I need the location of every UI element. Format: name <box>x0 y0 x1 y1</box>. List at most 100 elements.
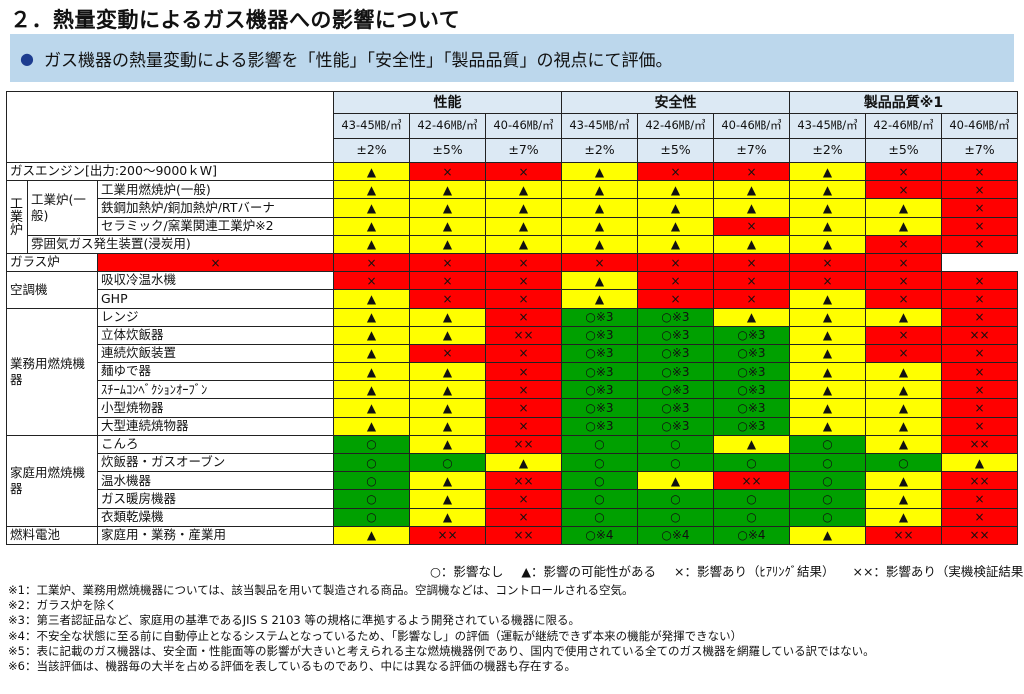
rating-cell: ○ <box>865 452 942 473</box>
rating-cell: × <box>97 252 334 273</box>
rating-cell: ○※3 <box>561 343 638 364</box>
rating-cell: × <box>941 216 1018 236</box>
rating-cell: × <box>637 252 714 273</box>
rating-cell: × <box>941 343 1018 364</box>
table-row: 温水機器 ○ ▲ ×× ○ ▲ ×× ○ ▲ ×× <box>7 471 1018 491</box>
rating-cell: × <box>485 507 562 527</box>
row-label: 工業用燃焼炉(一般) <box>97 180 334 200</box>
rating-cell: ○ <box>561 471 638 491</box>
rating-cell: × <box>941 307 1018 327</box>
rating-cell: × <box>409 252 486 273</box>
rating-cell: ▲ <box>865 471 942 491</box>
rating-cell: × <box>941 416 1018 436</box>
table-row: 鉄鋼加熱炉/銅加熱炉/RTバーナ ▲ ▲ ▲ ▲ ▲ ▲ ▲ ▲ × <box>7 198 1018 218</box>
rating-cell: × <box>865 325 942 345</box>
rating-cell: ×× <box>485 434 562 455</box>
rating-cell: ▲ <box>789 161 866 182</box>
rating-cell: ▲ <box>789 307 866 327</box>
bullet-icon: ● <box>20 48 34 68</box>
range-header: 40-46㎆/㎥ <box>713 113 790 139</box>
range-header: 43-45㎆/㎥ <box>789 113 866 139</box>
legend-affected-verified: ××：影響あり（実機検証結果） <box>852 564 1024 579</box>
table-row: 麺ゆで器 ▲ ▲ × ○※3 ○※3 ○※3 ▲ ▲ × <box>7 362 1018 382</box>
range-header: 42-46㎆/㎥ <box>409 113 486 139</box>
rating-cell: ▲ <box>713 234 790 254</box>
rating-cell: ○ <box>333 489 410 509</box>
rating-cell: ▲ <box>561 161 638 182</box>
rating-cell: ▲ <box>333 180 410 200</box>
rating-cell: × <box>409 289 486 309</box>
rating-cell: ○ <box>789 507 866 527</box>
rating-cell: ▲ <box>865 198 942 218</box>
table-row: 空調機 吸収冷温水機 × × × ▲ × × × × × <box>6 271 1018 309</box>
rating-cell: × <box>941 380 1018 400</box>
footnote: ※6：当該評価は、機器毎の大半を占める評価を表しているものであり、中には異なる評… <box>8 659 577 674</box>
row-label: 家庭用・業務・産業用 <box>97 525 334 545</box>
rating-cell: ▲ <box>333 161 410 182</box>
footnote: ※5：表に記載のガス機器は、安全面・性能面等の影響が大きいと考えられる主な燃焼機… <box>8 643 875 658</box>
tolerance-header: ±2% <box>789 138 866 163</box>
footnote: ※1：工業炉、業務用燃焼機器については、該当製品を用いて製造される商品。空調機な… <box>8 583 634 597</box>
rating-cell: × <box>713 252 790 273</box>
row-label: 大型連続焼物器 <box>97 416 334 436</box>
rating-cell: × <box>485 252 562 273</box>
rating-cell: ▲ <box>713 307 790 327</box>
tolerance-header: ±2% <box>333 138 410 163</box>
rating-cell: ×× <box>941 434 1018 455</box>
rating-cell: ▲ <box>865 362 942 382</box>
rating-cell: ○ <box>409 452 486 473</box>
rating-cell: ○※3 <box>637 307 714 327</box>
rating-cell: ▲ <box>333 216 410 236</box>
rating-cell: × <box>941 507 1018 527</box>
rating-cell: ▲ <box>789 343 866 364</box>
rating-cell: ○ <box>637 489 714 509</box>
rating-cell: × <box>865 161 942 182</box>
table-row: GHP ▲ × × ▲ × × ▲ × × <box>7 289 1018 309</box>
rating-cell: ▲ <box>941 452 1018 473</box>
rating-cell: ▲ <box>789 416 866 436</box>
rating-cell: ○ <box>713 452 790 473</box>
subtitle-banner: ● ガス機器の熱量変動による影響を「性能」「安全性」「製品品質」の視点にて評価。 <box>10 34 1014 82</box>
rating-cell: ○ <box>637 452 714 473</box>
rating-cell: × <box>637 289 714 309</box>
table-row: 大型連続焼物器 ▲ ▲ × ○※3 ○※3 ○※3 ▲ ▲ × <box>7 416 1018 436</box>
rating-cell: ○※3 <box>713 325 790 345</box>
header-quality: 製品品質※1 <box>789 91 1018 114</box>
rating-cell: × <box>333 271 410 291</box>
footnote: ※3：第三者認証品など、家庭用の基準であるJIS S 2103 等の規格に準拠す… <box>8 613 581 628</box>
row-label: 小型焼物器 <box>97 398 334 418</box>
range-header: 40-46㎆/㎥ <box>941 113 1018 139</box>
footnotes: ※1：工業炉、業務用燃焼機器については、該当製品を用いて製造される商品。空調機な… <box>8 583 875 674</box>
rating-cell: ○ <box>637 507 714 527</box>
rating-cell: ▲ <box>561 289 638 309</box>
rating-cell: ×× <box>485 525 562 545</box>
row-label: 炊飯器・ガスオーブン <box>97 452 334 473</box>
rating-cell: ▲ <box>409 198 486 218</box>
rating-cell: ○ <box>333 507 410 527</box>
rating-cell: × <box>485 362 562 382</box>
rating-cell: ▲ <box>865 416 942 436</box>
rating-cell: × <box>485 380 562 400</box>
rating-cell: ○ <box>561 489 638 509</box>
rating-cell: ×× <box>409 525 486 545</box>
row-label: ｽﾁｰﾑｺﾝﾍﾞｸｼｮﾝｵｰﾌﾞﾝ <box>97 380 334 400</box>
rating-cell: ▲ <box>485 198 562 218</box>
rating-cell: ▲ <box>409 434 486 455</box>
rating-cell: ×× <box>941 525 1018 545</box>
rating-cell: × <box>941 362 1018 382</box>
tolerance-header: ±7% <box>485 138 562 163</box>
subtitle-text: ガス機器の熱量変動による影響を「性能」「安全性」「製品品質」の視点にて評価。 <box>43 50 673 71</box>
table-row: 燃料電池 家庭用・業務・産業用 ▲ ×× ×× ○※4 ○※4 ○※4 ▲ ×× ×× <box>6 525 1018 545</box>
rating-cell: ○※3 <box>561 325 638 345</box>
legend: ○：影響なし ▲：影響の可能性がある ×：影響あり（ﾋｱﾘﾝｸﾞ結果） ××：影… <box>430 561 1024 580</box>
tolerance-header: ±2% <box>561 138 638 163</box>
row-label: GHP <box>97 289 334 309</box>
rating-cell: ▲ <box>333 307 410 327</box>
rating-cell: ▲ <box>637 216 714 236</box>
table-row: 炊飯器・ガスオーブン ○ ○ ▲ ○ ○ ○ ○ ○ ▲ <box>7 452 1018 473</box>
rating-cell: ○※3 <box>713 343 790 364</box>
rating-cell: ▲ <box>789 525 866 545</box>
rating-cell: × <box>941 198 1018 218</box>
rating-cell: ○ <box>333 452 410 473</box>
rating-cell: ▲ <box>409 416 486 436</box>
